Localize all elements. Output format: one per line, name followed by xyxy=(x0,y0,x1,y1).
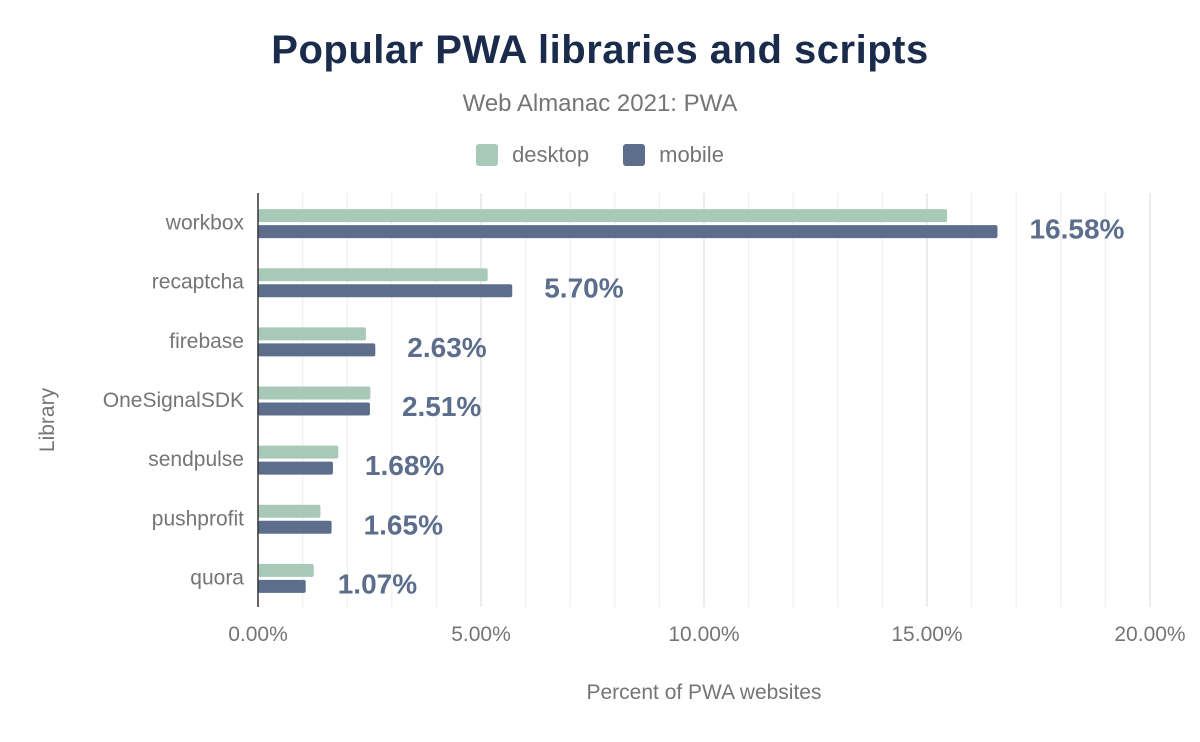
category-label: sendpulse xyxy=(148,448,244,471)
grid-lines xyxy=(301,193,1151,607)
bar-mobile[interactable] xyxy=(258,579,306,593)
bar-desktop[interactable] xyxy=(258,268,488,282)
legend-swatch-mobile xyxy=(623,144,646,166)
chart-subtitle: Web Almanac 2021: PWA xyxy=(462,90,738,117)
bar-desktop[interactable] xyxy=(258,327,366,341)
chart-legend: desktop mobile xyxy=(0,142,1200,168)
data-label: 1.68% xyxy=(365,450,444,481)
data-label: 1.65% xyxy=(364,509,443,540)
legend-label-mobile: mobile xyxy=(659,142,724,167)
x-axis-title: Percent of PWA websites xyxy=(587,681,822,704)
data-label: 16.58% xyxy=(1029,214,1124,245)
data-label: 5.70% xyxy=(544,273,623,304)
legend-item-mobile[interactable]: mobile xyxy=(623,142,724,168)
x-tick-label: 10.00% xyxy=(668,623,739,646)
x-tick-label: 15.00% xyxy=(891,623,962,646)
bars xyxy=(258,209,998,593)
bar-desktop[interactable] xyxy=(258,445,339,459)
bar-mobile[interactable] xyxy=(258,343,376,357)
data-label: 2.51% xyxy=(402,391,481,422)
bar-mobile[interactable] xyxy=(258,284,513,298)
legend-label-desktop: desktop xyxy=(512,142,590,167)
data-label: 2.63% xyxy=(407,332,486,363)
bar-desktop[interactable] xyxy=(258,386,371,400)
category-label: recaptcha xyxy=(152,271,245,294)
category-label: firebase xyxy=(169,330,244,353)
category-label: quora xyxy=(190,566,244,589)
bar-desktop[interactable] xyxy=(258,563,314,577)
legend-swatch-desktop xyxy=(476,144,499,166)
bar-mobile[interactable] xyxy=(258,402,370,416)
category-label: workbox xyxy=(165,212,245,235)
category-label: pushprofit xyxy=(152,507,244,530)
category-label: OneSignalSDK xyxy=(103,389,244,412)
legend-item-desktop[interactable]: desktop xyxy=(476,142,589,168)
x-tick-label: 20.00% xyxy=(1114,623,1185,646)
x-tick-label: 5.00% xyxy=(451,623,511,646)
bar-desktop[interactable] xyxy=(258,209,948,223)
bar-desktop[interactable] xyxy=(258,504,321,518)
x-tick-label: 0.00% xyxy=(228,623,288,646)
data-label: 1.07% xyxy=(338,568,417,599)
bar-mobile[interactable] xyxy=(258,461,333,475)
y-axis-title: Library xyxy=(36,387,59,452)
bar-mobile[interactable] xyxy=(258,225,998,239)
chart-title: Popular PWA libraries and scripts xyxy=(271,28,929,72)
labels: 0.00% 5.00% 10.00% 15.00% 20.00% workbox 16.58… xyxy=(103,212,1186,646)
bar-mobile[interactable] xyxy=(258,520,332,534)
